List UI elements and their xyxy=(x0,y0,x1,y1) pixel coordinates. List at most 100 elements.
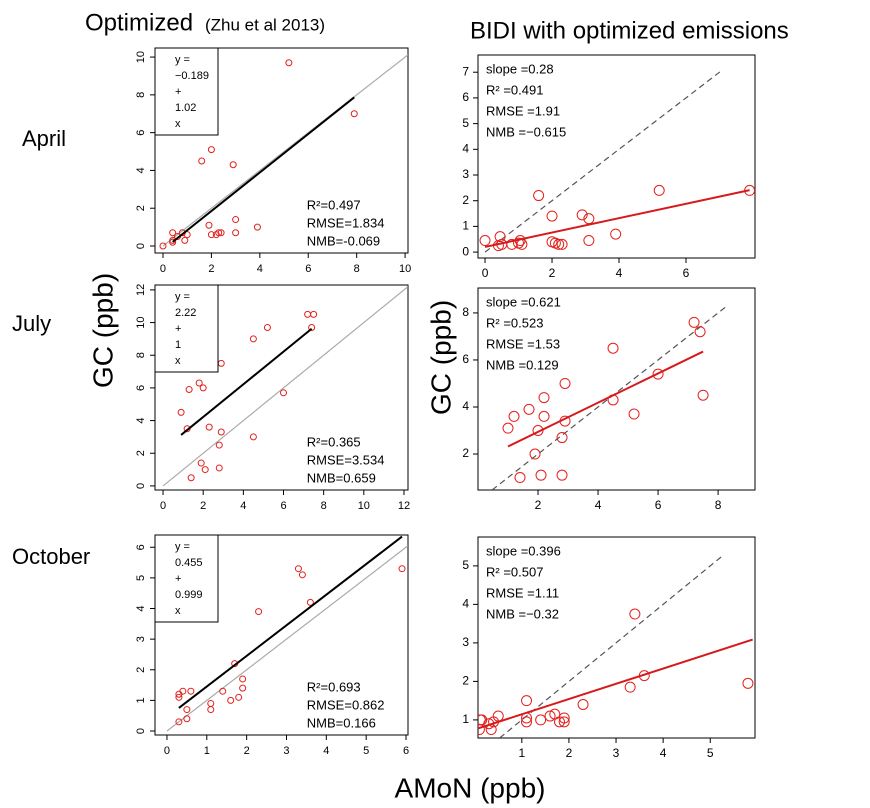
annotation: NMB=0.166 xyxy=(307,715,376,730)
plot-frame xyxy=(477,54,756,259)
x-tick-label: 6 xyxy=(305,263,311,275)
data-point xyxy=(183,231,191,239)
y-tick-label: 2 xyxy=(135,667,147,673)
plot-area xyxy=(162,286,408,487)
x-tick-label: 6 xyxy=(683,266,690,280)
data-point xyxy=(207,231,215,239)
data-point xyxy=(197,459,205,467)
plot-frame xyxy=(477,287,756,491)
data-point xyxy=(535,714,547,726)
x-tick-label: 5 xyxy=(363,745,369,757)
data-point xyxy=(187,474,195,482)
annotation: R²=0.497 xyxy=(307,197,361,212)
data-point xyxy=(624,681,636,693)
y-tick-label: 6 xyxy=(135,130,147,136)
data-point xyxy=(239,675,247,683)
y-tick-label: 5 xyxy=(462,116,469,130)
panel: 0 2 4 6 8 10 0 2 4 6 8 10 y = −0.189 +1.02 x R²=0.497 RMS… xyxy=(135,47,411,275)
fit-box xyxy=(154,47,219,136)
fit-box-text: y = xyxy=(175,291,190,303)
data-point xyxy=(688,316,700,328)
x-tick-label: 10 xyxy=(399,263,411,275)
x-tick-label: 2 xyxy=(566,746,573,760)
x-tick-label: 4 xyxy=(616,266,623,280)
data-point xyxy=(544,710,556,722)
data-point xyxy=(177,408,185,416)
fit-box-text: + xyxy=(175,323,181,335)
x-tick-label: 2 xyxy=(549,266,556,280)
row-label: April xyxy=(22,126,66,151)
annotation: slope =0.396 xyxy=(486,543,561,558)
data-point xyxy=(217,428,225,436)
data-point xyxy=(350,110,358,118)
data-point xyxy=(629,608,641,620)
x-tick-label: 3 xyxy=(613,746,620,760)
y-tick-label: 2 xyxy=(462,674,469,688)
data-point xyxy=(546,210,558,222)
y-tick-label: 8 xyxy=(135,92,147,98)
data-point xyxy=(742,677,754,689)
data-point xyxy=(558,712,570,724)
x-tick-label: 2 xyxy=(208,263,214,275)
y-tick-label: 10 xyxy=(135,316,147,328)
data-point xyxy=(215,464,223,472)
fit-box-text: x xyxy=(175,118,181,130)
y-tick-label: 8 xyxy=(462,305,469,319)
x-tick-label: 2 xyxy=(535,498,542,512)
data-point xyxy=(521,695,533,707)
data-point xyxy=(308,323,316,331)
plot-area xyxy=(478,554,754,738)
y-tick-label: 2 xyxy=(462,193,469,207)
fit-box-text: y = xyxy=(175,54,190,66)
x-tick-label: 4 xyxy=(323,745,329,757)
fit-box-text: y = xyxy=(175,541,190,553)
data-point xyxy=(207,146,215,154)
x-tick-label: 0 xyxy=(160,263,166,275)
annotation: R² =0.507 xyxy=(486,564,543,579)
panel: 2 4 6 8 2 4 6 8 slope =0.621 R² =0.523 RMSE =1.53 N… xyxy=(462,287,756,512)
fit-line xyxy=(172,96,355,243)
panel: 1 2 3 4 5 1 2 3 4 5 slope =0.396 R² =0.507 RMSE =1.1… xyxy=(462,536,756,760)
y-tick-label: 4 xyxy=(135,167,147,173)
data-point xyxy=(229,161,237,169)
x-tick-label: 4 xyxy=(257,263,263,275)
x-tick-label: 8 xyxy=(354,263,360,275)
data-point xyxy=(253,223,261,231)
data-point xyxy=(187,687,195,695)
data-point xyxy=(298,571,306,579)
data-point xyxy=(538,392,550,404)
reference-line xyxy=(166,545,408,732)
fit-box-text: 1 xyxy=(175,339,181,351)
panel: 0 1 2 3 4 5 6 0 1 2 3 4 5 6 y = 0.455 +0.999 x R²=0.693 RMS… xyxy=(135,534,409,757)
data-point xyxy=(179,687,187,695)
y-tick-label: 7 xyxy=(462,64,469,78)
annotation: RMSE =1.11 xyxy=(486,585,559,600)
x-tick-label: 3 xyxy=(283,745,289,757)
data-point xyxy=(285,59,293,67)
data-point xyxy=(306,598,314,606)
y-tick-label: 6 xyxy=(135,385,147,391)
y-tick-label: 1 xyxy=(462,219,469,233)
fit-box xyxy=(154,284,219,373)
data-point xyxy=(263,323,271,331)
x-tick-label: 8 xyxy=(321,500,327,512)
annotation: R²=0.365 xyxy=(307,434,361,449)
x-tick-label: 2 xyxy=(244,745,250,757)
data-point xyxy=(516,238,528,250)
data-point xyxy=(185,386,193,394)
y-axis-label: GC (ppb) xyxy=(425,300,456,415)
plot-area xyxy=(166,535,408,732)
reference-line xyxy=(162,286,408,487)
data-point xyxy=(514,472,526,484)
annotation: NMB =0.129 xyxy=(486,357,559,372)
data-point xyxy=(183,715,191,723)
y-tick-label: 6 xyxy=(462,352,469,366)
plot-area xyxy=(491,304,729,490)
data-point xyxy=(232,216,240,224)
annotation: RMSE=3.534 xyxy=(307,452,385,467)
data-point xyxy=(215,441,223,449)
data-point xyxy=(523,403,535,415)
x-tick-label: 0 xyxy=(482,266,489,280)
data-point xyxy=(217,229,225,237)
fit-line xyxy=(180,328,313,436)
